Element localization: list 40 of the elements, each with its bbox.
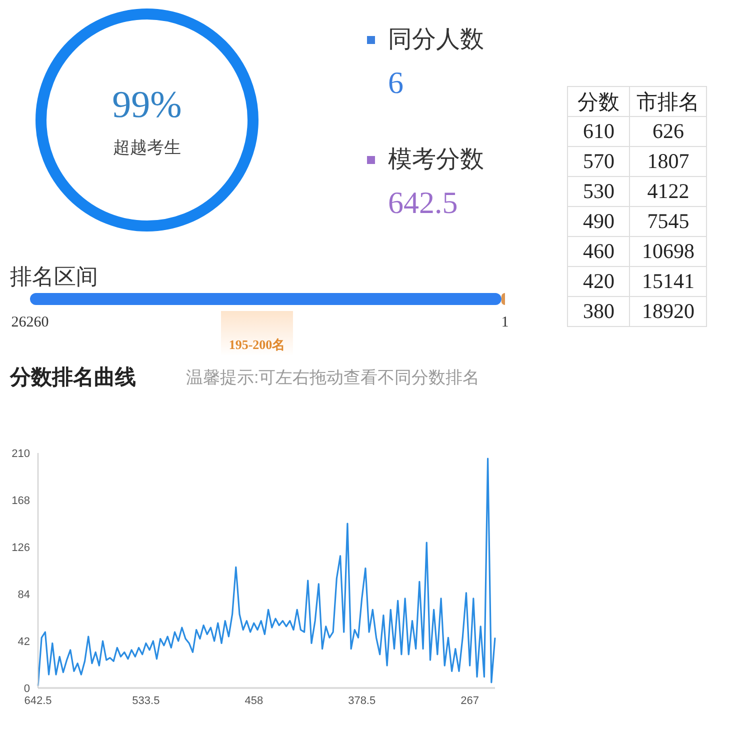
data-label: 15141 bbox=[630, 266, 706, 296]
data-label: 18920 bbox=[630, 296, 706, 326]
category-label: 420 bbox=[568, 266, 630, 296]
category-label: 模考分数 bbox=[388, 146, 484, 173]
data-label: 7545 bbox=[630, 206, 706, 236]
text: 超越考生 bbox=[113, 138, 181, 157]
category-label: 460 bbox=[568, 236, 630, 266]
data-label: 6 bbox=[388, 65, 404, 100]
category-label: 380 bbox=[568, 296, 630, 326]
category-label: 570 bbox=[568, 146, 630, 176]
text: 市排名 bbox=[630, 86, 706, 116]
x-tick-label: 533.5 bbox=[132, 694, 160, 707]
chart-title: 排名区间 bbox=[10, 264, 98, 289]
line-series bbox=[37, 458, 496, 687]
y-tick-label: 210 bbox=[12, 448, 30, 460]
data-label: 10698 bbox=[630, 236, 706, 266]
x-tick-label: 26260 bbox=[11, 314, 49, 331]
x-tick-label: 1 bbox=[501, 314, 509, 331]
text: 分数 bbox=[568, 86, 630, 116]
y-tick-label: 126 bbox=[12, 542, 30, 554]
data-label: 1807 bbox=[630, 146, 706, 176]
x-tick-label: 267 bbox=[460, 694, 479, 707]
y-tick-label: 168 bbox=[12, 494, 30, 507]
text: 195-200名 bbox=[228, 337, 286, 352]
text: 99% bbox=[112, 84, 182, 126]
category-label: 490 bbox=[568, 206, 630, 236]
category-label: 610 bbox=[568, 116, 630, 146]
data-label: 626 bbox=[630, 116, 706, 146]
chart-title: 分数排名曲线 bbox=[10, 366, 136, 389]
x-tick-label: 458 bbox=[244, 694, 264, 707]
chart-subtitle: 温馨提示:可左右拖动查看不同分数排名 bbox=[186, 368, 480, 387]
y-tick-label: 42 bbox=[18, 636, 30, 648]
x-tick-label: 378.5 bbox=[348, 694, 376, 707]
data-label: 642.5 bbox=[388, 185, 458, 220]
y-tick-label: 84 bbox=[18, 588, 30, 601]
category-label: 同分人数 bbox=[388, 26, 484, 53]
x-tick-label: 642.5 bbox=[24, 694, 52, 707]
data-label: 4122 bbox=[630, 176, 706, 206]
y-tick-label: 0 bbox=[24, 682, 30, 695]
category-label: 530 bbox=[568, 176, 630, 206]
